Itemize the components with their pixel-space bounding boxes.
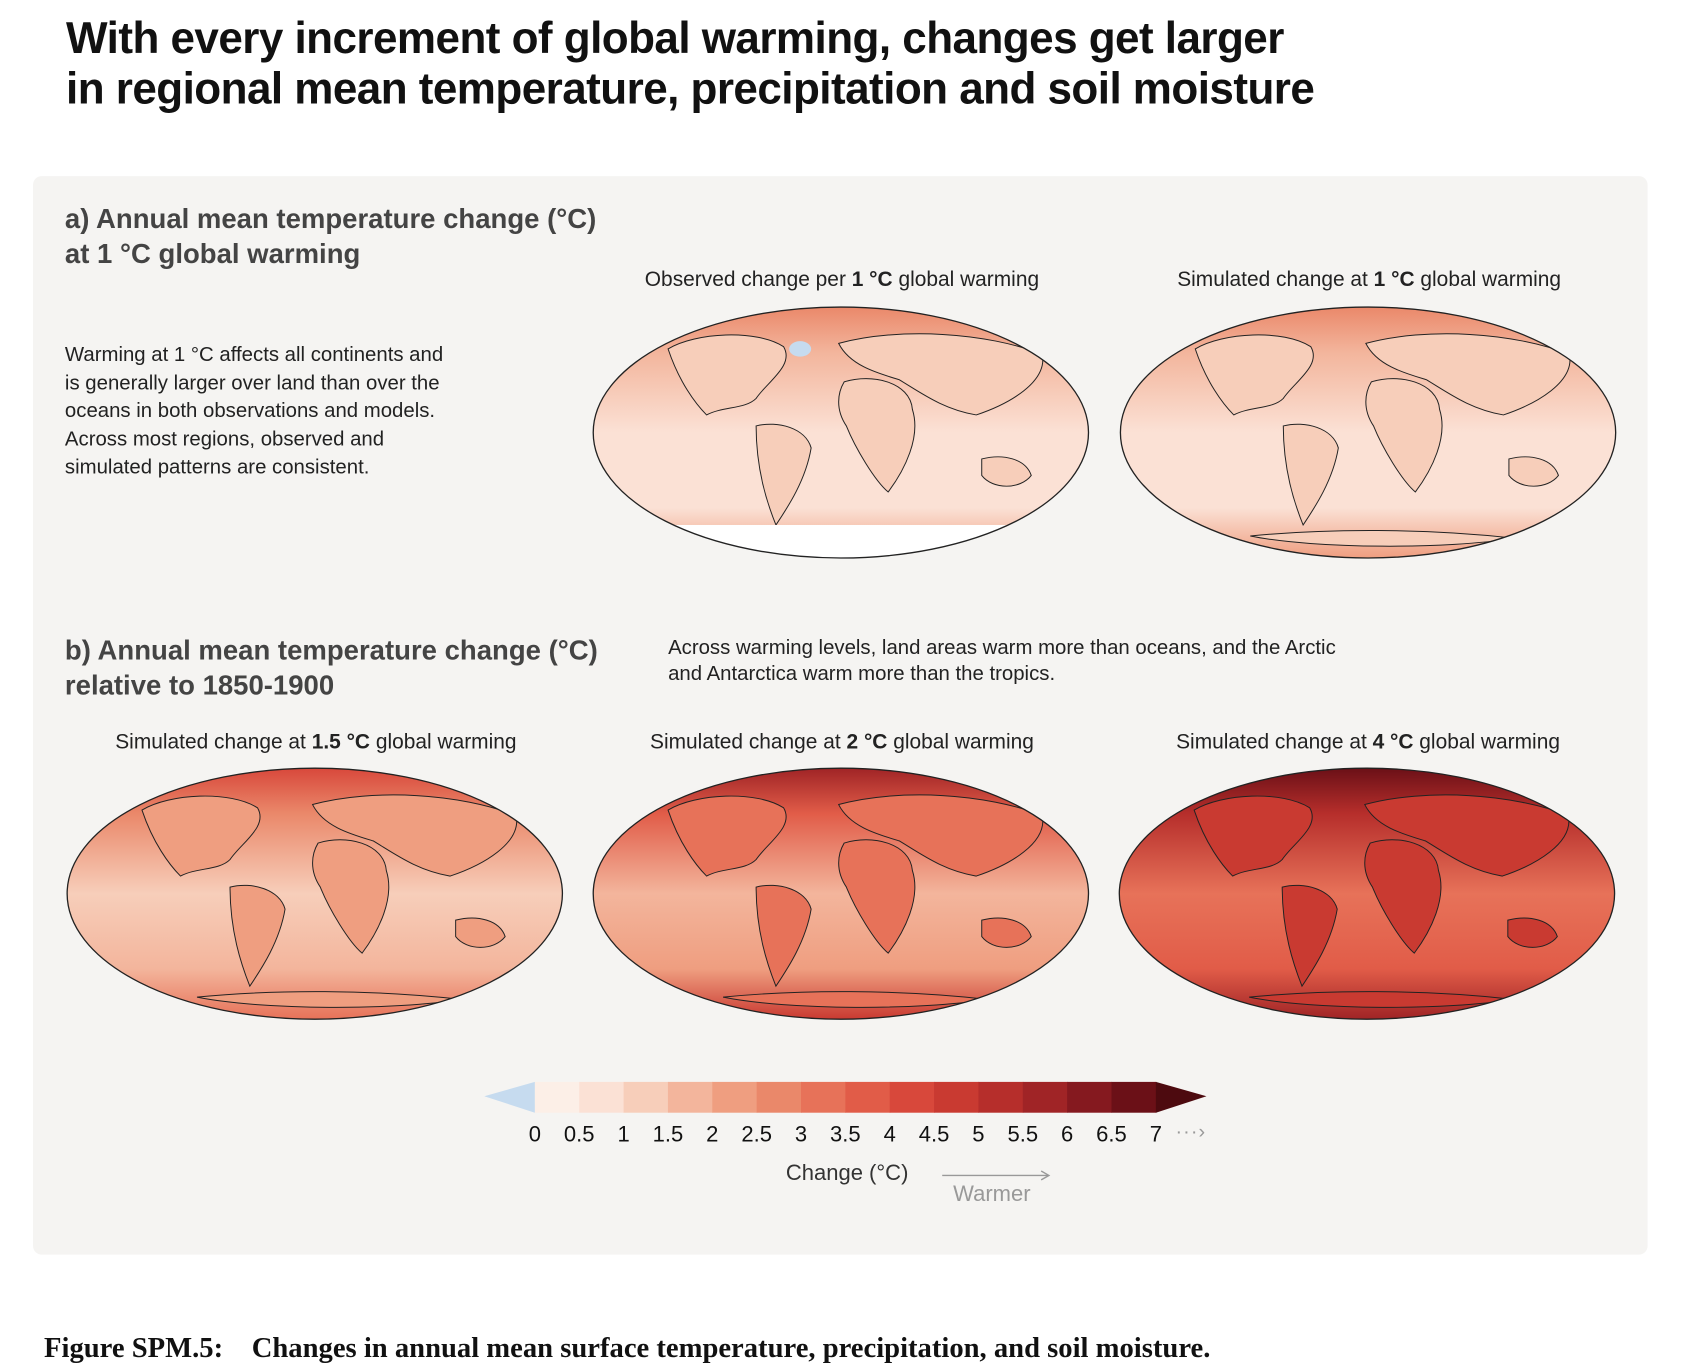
colorbar-over-arrow bbox=[1155, 1081, 1207, 1113]
map-outline bbox=[1118, 767, 1616, 1020]
colorbar-tick-label: 3.5 bbox=[830, 1122, 861, 1147]
map-land-region bbox=[1281, 884, 1338, 988]
section-a-text: Warming at 1 °C affects all continents a… bbox=[65, 340, 443, 480]
map-land-region bbox=[141, 795, 261, 877]
colorbar-tick-label: 4 bbox=[883, 1122, 896, 1147]
colorbar-bin bbox=[978, 1081, 1024, 1113]
figure-caption: Figure SPM.5: Changes in annual mean sur… bbox=[44, 1332, 1210, 1365]
map-land-region bbox=[1365, 333, 1571, 416]
text-line: simulated patterns are consistent. bbox=[64, 454, 370, 478]
colorbar-tick-label: 1 bbox=[617, 1122, 630, 1147]
map-land-region bbox=[1507, 917, 1558, 948]
page-title: With every increment of global warming, … bbox=[66, 13, 1315, 114]
map-land-region bbox=[455, 917, 506, 948]
map-land-region bbox=[1194, 334, 1314, 416]
map-land-region bbox=[1364, 794, 1570, 877]
map-land-region bbox=[837, 794, 1044, 877]
map-land-region bbox=[837, 333, 1044, 416]
map-land-region bbox=[1508, 456, 1560, 487]
text-line: is generally larger over land than over … bbox=[64, 370, 440, 394]
caption-label: Figure SPM.5: bbox=[44, 1331, 224, 1364]
map-cooling-region bbox=[789, 341, 812, 357]
colorbar-tick-label: 5 bbox=[972, 1122, 985, 1147]
section-a-heading: a) Annual mean temperature change (°C) a… bbox=[65, 201, 596, 271]
map-simulated-1-5c bbox=[66, 767, 564, 1020]
map-land-region bbox=[312, 839, 390, 954]
warmer-label: Warmer bbox=[953, 1182, 1031, 1207]
text-line: Across warming levels, land areas warm m… bbox=[668, 635, 1336, 659]
map-land-region bbox=[838, 378, 916, 493]
colorbar-bin bbox=[1111, 1081, 1157, 1113]
colorbar-bin bbox=[534, 1081, 580, 1113]
warmer-arrow-icon bbox=[942, 1170, 1051, 1181]
map-land-region bbox=[1365, 378, 1443, 493]
map-outline bbox=[592, 306, 1090, 559]
map-land-region bbox=[755, 884, 812, 988]
map-land-region bbox=[1282, 423, 1339, 527]
map-land-region bbox=[667, 334, 787, 416]
map-land-region bbox=[311, 794, 518, 877]
map-land-region bbox=[667, 795, 787, 877]
map-land-region bbox=[981, 917, 1032, 948]
map-no-data-region bbox=[593, 524, 1089, 559]
map-title-simulated-4c: Simulated change at 4 °C global warming bbox=[1176, 730, 1560, 754]
colorbar-bin bbox=[889, 1081, 935, 1113]
colorbar-tick-label: 0 bbox=[528, 1122, 542, 1147]
colorbar-tick-label: 6.5 bbox=[1096, 1122, 1127, 1147]
colorbar-label: Change (°C) bbox=[785, 1161, 909, 1186]
colorbar-bin bbox=[756, 1081, 802, 1113]
heading-line: b) Annual mean temperature change (°C) bbox=[64, 635, 598, 666]
text-line: and Antarctica warm more than the tropic… bbox=[668, 661, 1056, 685]
colorbar-tick-label: 0.5 bbox=[563, 1122, 595, 1147]
colorbar-tick-label: 7 bbox=[1149, 1122, 1162, 1147]
colorbar-bin bbox=[623, 1081, 669, 1113]
map-title-simulated-1-5c: Simulated change at 1.5 °C global warmin… bbox=[115, 730, 517, 754]
colorbar-bin bbox=[579, 1081, 625, 1113]
map-simulated-2c bbox=[592, 767, 1090, 1020]
colorbar-tick-label: 2.5 bbox=[741, 1122, 772, 1147]
colorbar-tick-label: 5.5 bbox=[1007, 1122, 1039, 1147]
map-title-simulated-1c: Simulated change at 1 °C global warming bbox=[1177, 268, 1562, 292]
map-land-region bbox=[838, 839, 916, 954]
colorbar-bin bbox=[712, 1081, 758, 1113]
colorbar-tick-label: 2 bbox=[706, 1122, 719, 1147]
text-line: oceans in both observations and models. bbox=[64, 398, 436, 422]
title-line: in regional mean temperature, precipitat… bbox=[66, 64, 1315, 114]
colorbar-tick-label: 3 bbox=[794, 1122, 808, 1147]
colorbar-tick-label: 1.5 bbox=[652, 1122, 684, 1147]
map-observed-1c bbox=[592, 306, 1090, 559]
map-land-region bbox=[1364, 839, 1442, 954]
colorbar-bin bbox=[801, 1081, 846, 1113]
colorbar-bin bbox=[1022, 1081, 1068, 1113]
heading-line: relative to 1850-1900 bbox=[64, 670, 335, 702]
colorbar-bin bbox=[667, 1081, 713, 1113]
map-title-simulated-2c: Simulated change at 2 °C global warming bbox=[650, 730, 1034, 754]
colorbar-under-arrow bbox=[484, 1081, 535, 1113]
map-title-observed-1c: Observed change per 1 °C global warming bbox=[644, 268, 1040, 292]
map-outline bbox=[592, 767, 1090, 1020]
map-land-region bbox=[1193, 795, 1313, 877]
map-simulated-4c bbox=[1118, 767, 1616, 1020]
map-simulated-1c bbox=[1119, 306, 1617, 559]
text-line: Warming at 1 °C affects all continents a… bbox=[64, 342, 444, 366]
colorbar-bin bbox=[934, 1081, 979, 1113]
map-outline bbox=[1119, 306, 1617, 559]
map-land-region bbox=[981, 456, 1032, 487]
map-land-region bbox=[229, 884, 286, 988]
caption-text: Changes in annual mean surface temperatu… bbox=[251, 1331, 1211, 1364]
text-line: Across most regions, observed and bbox=[64, 426, 385, 450]
section-b-text: Across warming levels, land areas warm m… bbox=[668, 634, 1336, 687]
heading-line: a) Annual mean temperature change (°C) bbox=[64, 203, 597, 235]
title-line: With every increment of global warming, … bbox=[66, 14, 1284, 63]
colorbar-bin bbox=[845, 1081, 891, 1113]
extend-arrow-icon: ···› bbox=[1175, 1120, 1207, 1143]
colorbar-tick-label: 4.5 bbox=[918, 1122, 950, 1147]
map-land-region bbox=[755, 423, 812, 527]
colorbar-tick-label: 6 bbox=[1061, 1122, 1074, 1147]
colorbar bbox=[484, 1081, 1207, 1113]
section-b-heading: b) Annual mean temperature change (°C) r… bbox=[65, 633, 598, 703]
colorbar-bin bbox=[1067, 1081, 1113, 1113]
heading-line: at 1 °C global warming bbox=[64, 238, 361, 270]
map-outline bbox=[66, 767, 564, 1020]
